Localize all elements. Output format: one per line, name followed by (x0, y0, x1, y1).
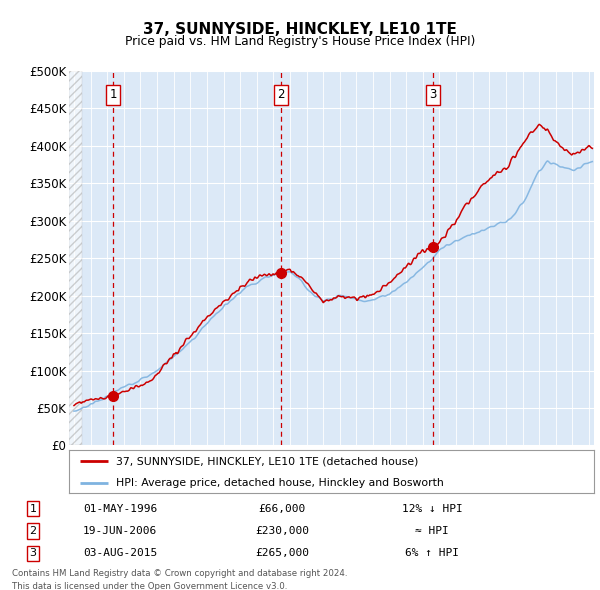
Text: 37, SUNNYSIDE, HINCKLEY, LE10 1TE (detached house): 37, SUNNYSIDE, HINCKLEY, LE10 1TE (detac… (116, 456, 419, 466)
Text: 2: 2 (29, 526, 37, 536)
Text: 2: 2 (277, 88, 285, 101)
Text: £265,000: £265,000 (255, 549, 309, 558)
Text: 19-JUN-2006: 19-JUN-2006 (83, 526, 157, 536)
Text: Price paid vs. HM Land Registry's House Price Index (HPI): Price paid vs. HM Land Registry's House … (125, 35, 475, 48)
Text: 1: 1 (29, 504, 37, 513)
Text: 01-MAY-1996: 01-MAY-1996 (83, 504, 157, 513)
Text: HPI: Average price, detached house, Hinckley and Bosworth: HPI: Average price, detached house, Hinc… (116, 478, 444, 489)
Text: £66,000: £66,000 (259, 504, 305, 513)
Text: ≈ HPI: ≈ HPI (415, 526, 449, 536)
Text: 37, SUNNYSIDE, HINCKLEY, LE10 1TE: 37, SUNNYSIDE, HINCKLEY, LE10 1TE (143, 22, 457, 37)
Text: 3: 3 (429, 88, 436, 101)
Text: This data is licensed under the Open Government Licence v3.0.: This data is licensed under the Open Gov… (12, 582, 287, 590)
Text: 1: 1 (110, 88, 117, 101)
Text: £230,000: £230,000 (255, 526, 309, 536)
Text: 12% ↓ HPI: 12% ↓ HPI (401, 504, 463, 513)
Text: 3: 3 (29, 549, 37, 558)
Text: 03-AUG-2015: 03-AUG-2015 (83, 549, 157, 558)
Text: Contains HM Land Registry data © Crown copyright and database right 2024.: Contains HM Land Registry data © Crown c… (12, 569, 347, 578)
Text: 6% ↑ HPI: 6% ↑ HPI (405, 549, 459, 558)
